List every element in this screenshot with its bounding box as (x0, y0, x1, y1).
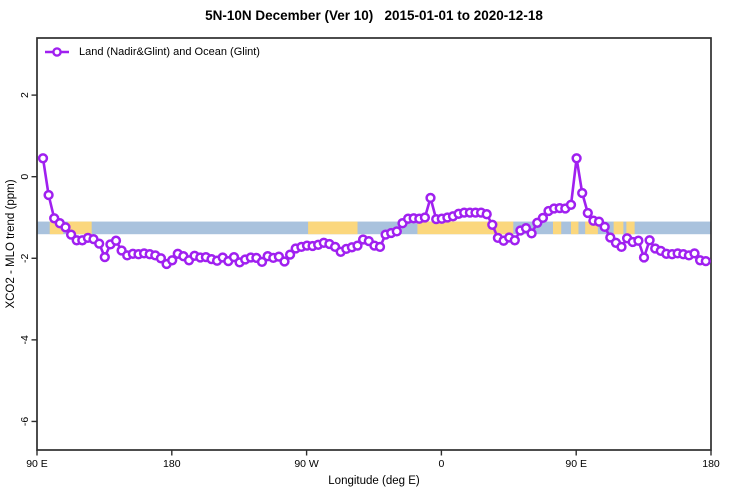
data-point (537, 212, 549, 224)
data-point (526, 228, 537, 239)
data-point (110, 235, 122, 246)
data-point (633, 235, 644, 246)
data-point (638, 252, 650, 263)
data-point (599, 221, 610, 233)
x-axis-label: Longitude (deg E) (328, 475, 420, 487)
data-point (65, 229, 77, 240)
data-point (644, 235, 655, 246)
y-tick-label: -2 (19, 253, 31, 262)
data-point (689, 248, 700, 259)
data-point (37, 153, 49, 164)
plot-border (36, 37, 712, 451)
reference-band-land (626, 221, 635, 235)
reference-band-land (308, 221, 358, 235)
data-point (352, 240, 363, 251)
y-tick-label: 2 (19, 92, 31, 98)
data-point (94, 238, 105, 249)
data-point (700, 255, 711, 267)
reference-band-land (613, 221, 624, 235)
data-point (155, 253, 167, 264)
data-point (509, 235, 520, 246)
y-axis-label: XCO2 - MLO trend (ppm) (5, 179, 17, 309)
data-point (60, 222, 71, 233)
x-tick-label: 90 E (26, 458, 48, 470)
data-point (167, 255, 178, 266)
data-point (419, 212, 431, 223)
x-tick-label: 90 E (565, 458, 587, 470)
data-point (43, 189, 54, 201)
legend: Land (Nadir&Glint) and Ocean (Glint) (44, 46, 260, 58)
reference-band-land (417, 221, 514, 235)
reference-band-land (570, 221, 579, 235)
x-tick-label: 90 W (294, 458, 319, 470)
x-tick-label: 0 (438, 458, 444, 470)
data-point (425, 192, 436, 204)
data-point (374, 241, 386, 253)
data-point (391, 226, 402, 237)
data-point (582, 207, 593, 219)
legend-label: Land (Nadir&Glint) and Ocean (Glint) (79, 46, 260, 58)
reference-band-ocean (37, 221, 711, 235)
data-point (481, 209, 492, 220)
reference-band-land (552, 221, 562, 235)
data-point (571, 153, 582, 164)
chart-title: 5N-10N December (Ver 10) 2015-01-01 to 2… (205, 8, 543, 23)
y-tick-label: -4 (19, 335, 31, 344)
data-point (256, 256, 268, 268)
x-tick-label: 180 (163, 458, 181, 470)
data-point (616, 241, 627, 253)
y-tick-label: 0 (19, 174, 31, 180)
y-tick-label: -6 (19, 417, 31, 426)
data-point (577, 187, 588, 199)
data-point (487, 219, 498, 230)
legend-marker-icon (45, 47, 69, 57)
x-tick-label: 180 (702, 458, 720, 470)
data-point (284, 249, 296, 260)
data-point (99, 251, 110, 263)
data-point (279, 256, 290, 267)
data-point (565, 199, 577, 210)
